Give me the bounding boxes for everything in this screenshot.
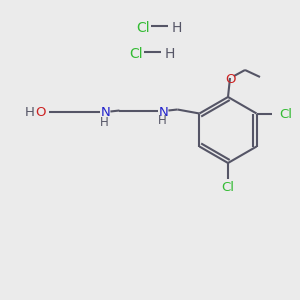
Text: H: H [172,20,182,34]
Text: H: H [25,106,34,119]
Text: N: N [100,106,110,119]
Text: H: H [158,115,167,128]
Text: O: O [225,73,235,86]
Text: Cl: Cl [136,20,150,34]
Text: Cl: Cl [280,109,292,122]
Text: Cl: Cl [129,46,143,61]
Text: N: N [158,106,168,118]
Text: H: H [100,116,109,128]
Text: H: H [165,46,175,61]
Text: Cl: Cl [221,181,235,194]
Text: O: O [35,106,45,119]
